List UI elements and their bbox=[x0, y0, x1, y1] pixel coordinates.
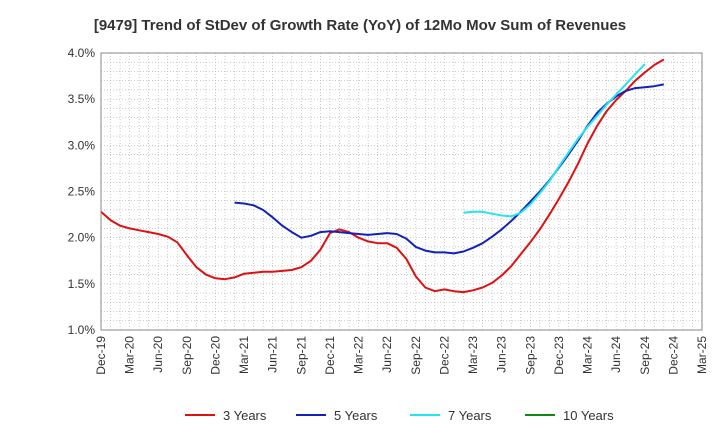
y-tick-label: 1.5% bbox=[68, 277, 96, 291]
x-tick-label: Mar-21 bbox=[237, 336, 251, 374]
legend-label: 7 Years bbox=[448, 408, 492, 423]
y-tick-label: 2.0% bbox=[68, 231, 96, 245]
chart-title: [9479] Trend of StDev of Growth Rate (Yo… bbox=[94, 17, 626, 34]
y-tick-label: 3.5% bbox=[68, 92, 96, 106]
grid bbox=[101, 53, 702, 330]
series-line-5-years bbox=[234, 83, 664, 255]
x-tick-label: Dec-22 bbox=[437, 336, 451, 375]
x-tick-label: Sep-22 bbox=[409, 336, 423, 375]
x-tick-label: Jun-20 bbox=[151, 336, 165, 373]
x-tick-label: Mar-23 bbox=[466, 336, 480, 374]
x-axis-ticks: Dec-19 Mar-20 Jun-20 Sep-20 Dec-20 Mar-21 Jun-… bbox=[94, 336, 709, 375]
legend-label: 10 Years bbox=[563, 408, 614, 423]
series-line-3-years bbox=[100, 58, 665, 294]
y-tick-label: 1.0% bbox=[68, 323, 96, 337]
y-axis-ticks: 1.0% 1.5% 2.0% 2.5% 3.0% 3.5% 4.0% bbox=[68, 46, 96, 337]
y-tick-label: 3.0% bbox=[68, 138, 96, 152]
plot-frame bbox=[100, 52, 703, 331]
x-tick-label: Dec-24 bbox=[666, 336, 680, 375]
y-tick-label: 2.5% bbox=[68, 185, 96, 199]
x-tick-label: Sep-21 bbox=[294, 336, 308, 375]
x-tick-label: Sep-24 bbox=[638, 336, 652, 375]
x-tick-label: Dec-19 bbox=[94, 336, 108, 375]
x-tick-label: Dec-20 bbox=[208, 336, 222, 375]
x-tick-label: Dec-21 bbox=[323, 336, 337, 375]
x-tick-label: Jun-22 bbox=[380, 336, 394, 373]
x-tick-label: Jun-21 bbox=[266, 336, 280, 373]
x-tick-label: Mar-24 bbox=[581, 336, 595, 374]
x-tick-label: Mar-20 bbox=[123, 336, 137, 374]
x-tick-label: Sep-23 bbox=[523, 336, 537, 375]
y-tick-label: 4.0% bbox=[68, 46, 96, 60]
legend-label: 3 Years bbox=[223, 408, 267, 423]
series-lines bbox=[100, 58, 665, 294]
legend-label: 5 Years bbox=[334, 408, 378, 423]
x-tick-label: Sep-20 bbox=[180, 336, 194, 375]
x-tick-label: Mar-25 bbox=[695, 336, 709, 374]
x-tick-label: Jun-24 bbox=[609, 336, 623, 373]
x-tick-label: Jun-23 bbox=[495, 336, 509, 373]
legend: 3 Years 5 Years 7 Years 10 Years bbox=[185, 408, 614, 423]
series-line-7-years bbox=[463, 63, 646, 218]
x-tick-label: Dec-23 bbox=[552, 336, 566, 375]
x-tick-label: Mar-22 bbox=[352, 336, 366, 374]
